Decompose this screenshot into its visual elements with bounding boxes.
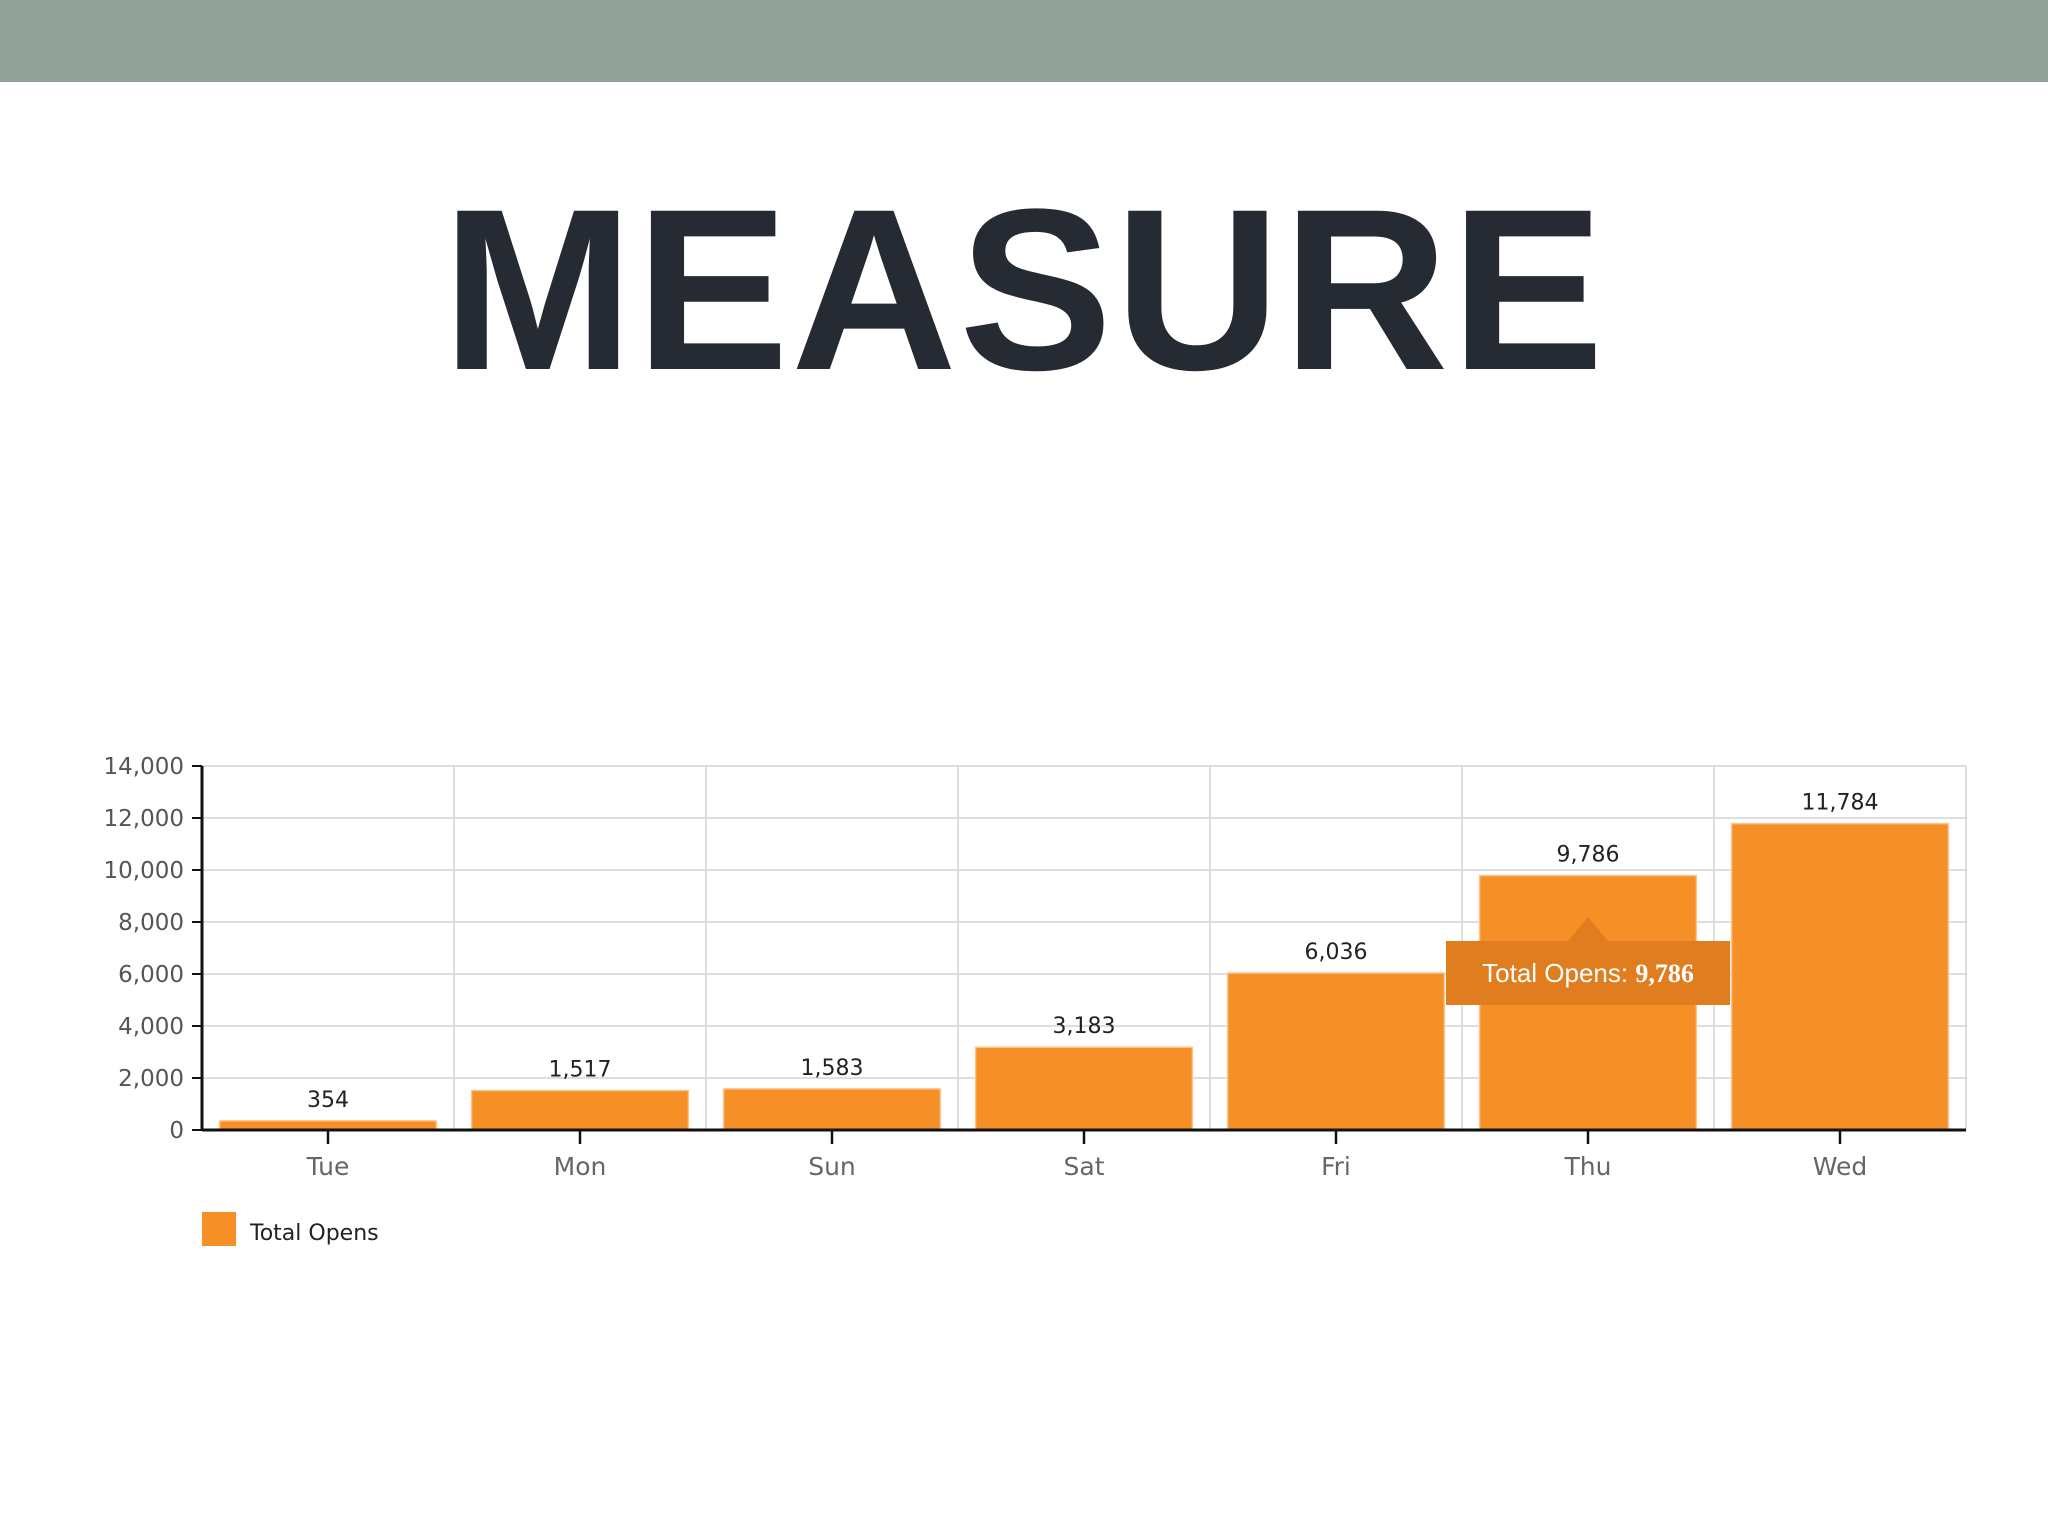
data-label: 11,784 [1802,791,1879,816]
legend-label[interactable]: Total Opens [249,1221,379,1246]
chart-labels: 0 2,000 4,000 6,000 8,000 10,000 12,000 14,000 3… [104,754,1879,1181]
x-tick-label: Thu [1564,1152,1612,1181]
y-tick-label: 0 [169,1118,184,1144]
x-tick-label: Sun [808,1152,856,1181]
x-tick-label: Fri [1321,1152,1351,1181]
y-tick-label: 14,000 [104,754,184,780]
tooltip-pointer [1568,917,1608,941]
data-label: 3,183 [1053,1014,1116,1039]
bar-sat[interactable] [974,1046,1194,1131]
chart-legend: Total Opens [202,1212,379,1246]
tooltip-text: Total Opens: 9,786 [1482,958,1694,988]
x-tick-label: Wed [1813,1152,1868,1181]
header-bar [0,0,2048,82]
slide-title: MEASURE [441,161,1607,418]
chart-axes [192,765,1966,1144]
tooltip-label: Total Opens: [1482,958,1635,988]
bar-wed[interactable] [1730,822,1950,1131]
data-label: 1,583 [801,1056,864,1081]
y-tick-label: 8,000 [118,910,184,936]
x-tick-label: Sat [1064,1152,1105,1181]
y-tick-label: 12,000 [104,806,184,832]
data-label: 1,517 [549,1058,612,1083]
data-label: 6,036 [1305,940,1368,965]
tooltip-box [1446,941,1730,1005]
tooltip-value: 9,786 [1635,959,1694,988]
legend-swatch[interactable] [202,1212,236,1246]
x-tick-label: Tue [306,1152,350,1181]
bar-sun[interactable] [722,1088,942,1131]
x-tick-label: Mon [554,1152,607,1181]
data-label: 354 [307,1088,349,1113]
chart-tooltip: Total Opens: 9,786 [1446,917,1730,1005]
y-tick-label: 6,000 [118,962,184,988]
bar-mon[interactable] [470,1089,690,1131]
y-tick-label: 2,000 [118,1066,184,1092]
y-tick-label: 4,000 [118,1014,184,1040]
y-tick-label: 10,000 [104,858,184,884]
data-label: 9,786 [1557,843,1620,868]
bar-fri[interactable] [1226,972,1446,1131]
